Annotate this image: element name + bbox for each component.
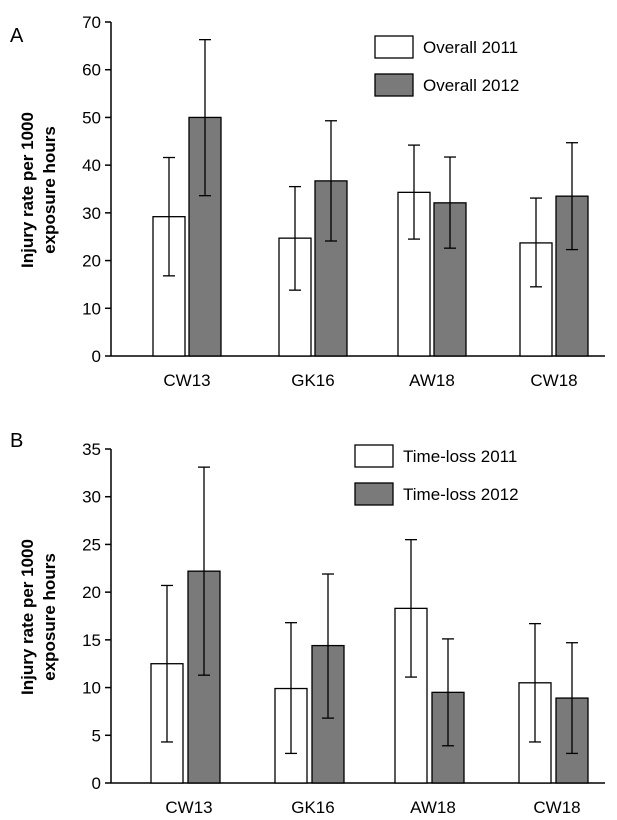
x-tick-label: CW18 (530, 371, 577, 390)
legend-label: Overall 2011 (423, 38, 518, 57)
y-axis-label-line1: Injury rate per 1000 (18, 112, 37, 268)
y-tick-label: 10 (82, 679, 101, 698)
y-tick-label: 50 (82, 108, 101, 127)
x-tick-label: CW18 (533, 798, 580, 817)
bar (433, 202, 467, 357)
y-tick-label: 70 (82, 13, 101, 32)
x-tick-label: AW18 (410, 798, 456, 817)
panel-label-a: A (10, 25, 24, 47)
legend-label: Time-loss 2012 (403, 485, 519, 504)
y-axis-label-line1: Injury rate per 1000 (18, 539, 37, 695)
y-tick-label: 20 (82, 583, 101, 602)
y-tick-label: 30 (82, 488, 101, 507)
y-tick-label: 40 (82, 156, 101, 175)
legend-label: Overall 2012 (423, 76, 519, 95)
x-tick-label: GK16 (291, 371, 334, 390)
panel-label-b: B (10, 430, 23, 452)
y-axis-label-line2: exposure hours (40, 126, 59, 254)
y-axis-label-line2: exposure hours (40, 553, 59, 681)
chart-panel-b: B Injury rate per 1000 exposure hours 0 5… (10, 430, 605, 817)
chart-panel-a: A Injury rate per 1000 exposure hours 0 1… (10, 13, 605, 390)
x-tick-label: AW18 (409, 371, 455, 390)
y-tick-label: 60 (82, 61, 101, 80)
y-tick-label: 30 (82, 204, 101, 223)
y-tick-label: 25 (82, 535, 101, 554)
bar (397, 191, 431, 357)
bar (278, 237, 312, 357)
legend-label: Time-loss 2011 (403, 447, 517, 466)
y-tick-label: 0 (92, 774, 101, 793)
y-tick-label: 35 (82, 440, 101, 459)
y-tick-label: 5 (92, 726, 101, 745)
x-tick-label: CW13 (165, 798, 212, 817)
legend-swatch (354, 482, 394, 506)
x-tick-label: CW13 (163, 371, 210, 390)
legend-swatch (374, 35, 414, 59)
x-tick-label: GK16 (291, 798, 334, 817)
legend-swatch (354, 444, 394, 468)
y-tick-label: 0 (92, 347, 101, 366)
y-tick-label: 20 (82, 252, 101, 271)
y-tick-label: 15 (82, 631, 101, 650)
y-tick-label: 10 (82, 299, 101, 318)
legend-swatch (374, 73, 414, 97)
